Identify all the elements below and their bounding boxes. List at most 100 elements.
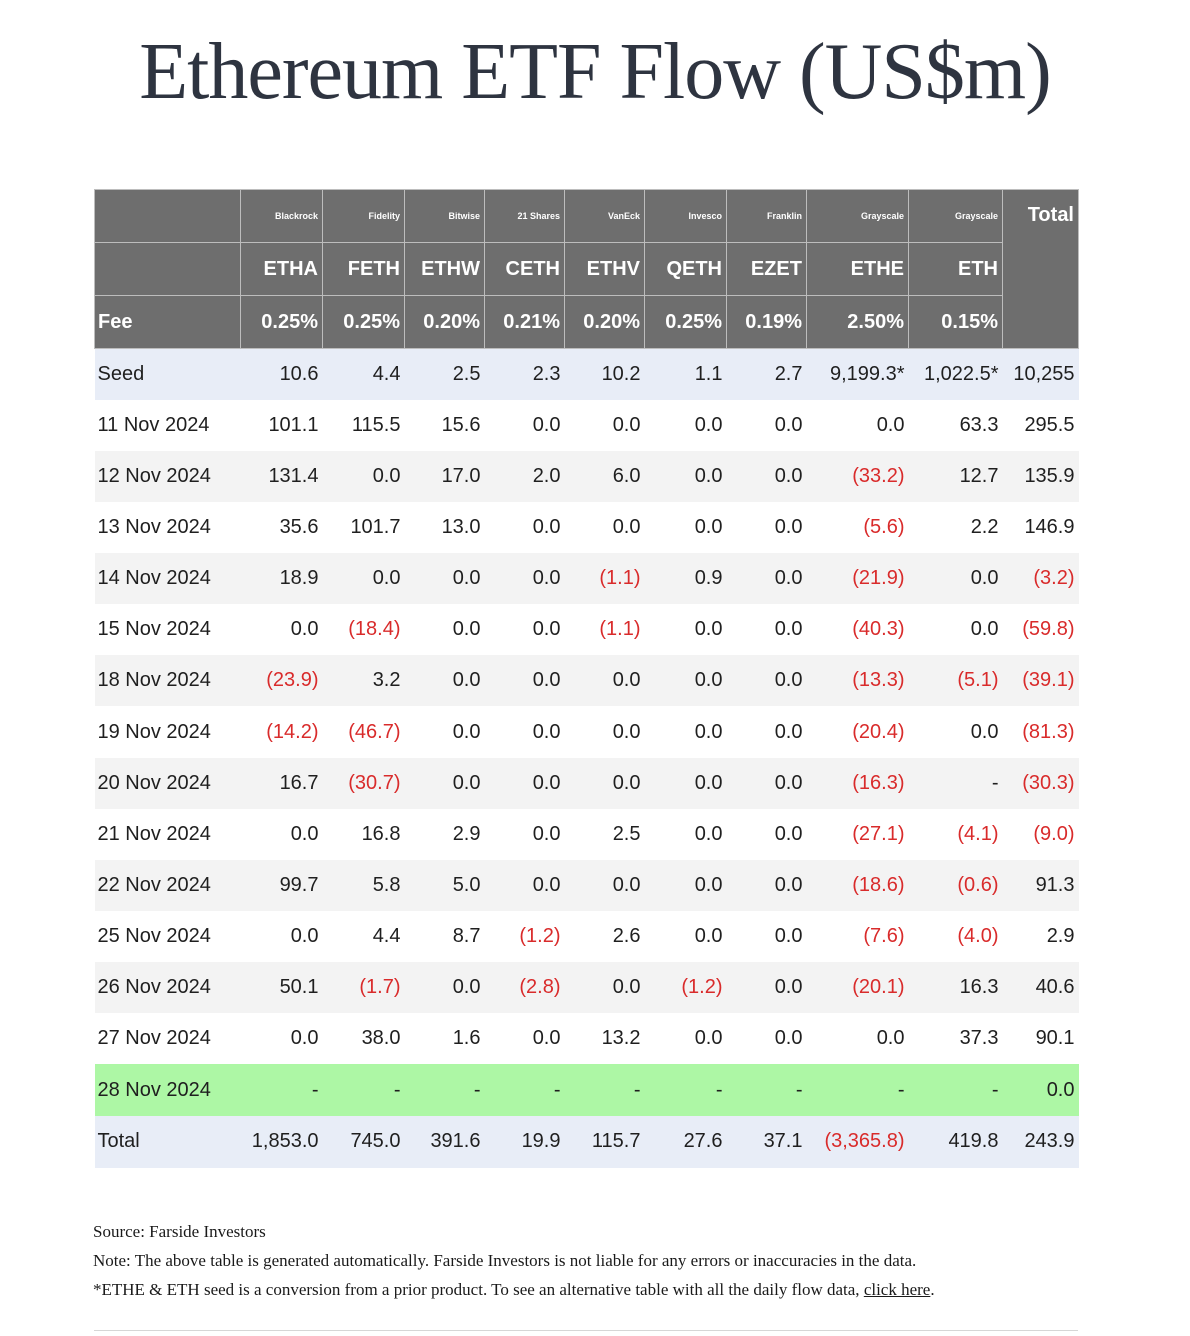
flow-cell: (0.6) [908,859,1003,912]
flow-cell: (4.0) [908,911,1003,963]
flow-cell: 0.0 [564,962,645,1014]
flow-cell: 17.0 [404,450,485,502]
flow-cell: 0.0 [726,757,807,809]
row-label: 28 Nov 2024 [94,1064,241,1116]
header-corner [94,189,241,243]
row-label: Total [94,1115,241,1168]
disclaimer-note: Note: The above table is generated autom… [93,1251,917,1270]
flow-cell: 0.0 [240,808,323,860]
flow-cell: - [564,1064,645,1116]
row-label: 13 Nov 2024 [94,501,241,554]
flow-cell: 391.6 [404,1115,485,1168]
flow-cell: 0.0 [726,1013,807,1065]
flow-cell: 0.0 [484,859,565,912]
row-label: 19 Nov 2024 [94,706,241,758]
flow-cell: 0.0 [564,501,645,554]
table-row: 25 Nov 2024 0.0 4.4 8.7 (1.2) 2.6 0.0 0.0 (7.6)(… [94,911,1079,963]
flow-cell: 0.0 [564,859,645,912]
issuer-header-0: Blackrock [240,189,323,243]
flow-cell: 4.4 [322,348,405,400]
issuer-header-7: Grayscale [806,189,909,243]
flow-cell: - [240,1064,323,1116]
flow-cell: (2.8) [484,962,565,1014]
issuer-header-8: Grayscale [908,189,1003,243]
row-label: 22 Nov 2024 [94,859,241,912]
flow-cell: 19.9 [484,1115,565,1168]
flow-cell: 0.0 [726,553,807,605]
flow-cell: 0.0 [484,655,565,707]
click-here-link[interactable]: click here [863,1280,931,1299]
table-header: Blackrock Fidelity Bitwise 21 Shares VanEck I… [94,189,1079,349]
flow-cell: 419.8 [908,1115,1003,1168]
fee-header-8: 0.15% [908,295,1003,349]
flow-cell: 0.0 [644,808,727,860]
flow-cell: 0.0 [726,604,807,656]
fee-header-5: 0.25% [644,295,727,349]
flow-cell: (14.2) [240,706,323,758]
flow-cell: - [644,1064,727,1116]
row-label: 27 Nov 2024 [94,1013,241,1065]
flow-cell: (27.1) [806,808,909,860]
flow-cell: 0.0 [404,604,485,656]
flow-cell: 99.7 [240,859,323,912]
seed-note-suffix: . [930,1280,935,1299]
flow-cell: (46.7) [322,706,405,758]
flow-cell: 0.0 [484,1013,565,1065]
flow-cell: 101.7 [322,501,405,554]
flow-cell: - [908,757,1003,809]
row-total-cell: 295.5 [1002,399,1079,451]
flow-cell: 0.0 [726,962,807,1014]
flow-cell: (23.9) [240,655,323,707]
flow-cell: 0.0 [240,1013,323,1065]
flow-cell: 27.6 [644,1115,727,1168]
row-total-cell: (9.0) [1002,808,1079,860]
fee-header-row: Fee 0.25% 0.25% 0.20% 0.21% 0.20% 0.25% 0.19% 2… [94,295,1079,349]
row-label: 20 Nov 2024 [94,757,241,809]
flow-cell: 3.2 [322,655,405,707]
row-total-cell: (3.2) [1002,553,1079,605]
table-row: 14 Nov 2024 18.9 0.0 0.0 0.0 (1.1) 0.9 0.0 (21.9… [94,553,1079,605]
table-row: 28 Nov 2024- - - - - - - - -0.0 [94,1064,1079,1116]
flow-cell: 745.0 [322,1115,405,1168]
issuer-header-3: 21 Shares [484,189,565,243]
flow-cell: 2.7 [726,348,807,400]
source-note: Source: Farside Investors [93,1222,266,1241]
row-label: 12 Nov 2024 [94,450,241,502]
flow-cell: 1,022.5* [908,348,1003,400]
fee-header-1: 0.25% [322,295,405,349]
flow-cell: (13.3) [806,655,909,707]
flow-cell: 0.0 [644,911,727,963]
fee-label: Fee [94,295,241,349]
flow-cell: 0.0 [644,859,727,912]
flow-cell: 0.0 [726,450,807,502]
flow-cell: 0.0 [484,808,565,860]
flow-cell: (1.1) [564,604,645,656]
flow-cell: 0.0 [644,706,727,758]
issuer-header-6: Franklin [726,189,807,243]
row-total-cell: 91.3 [1002,859,1079,912]
flow-cell: 0.0 [726,859,807,912]
flow-cell: 1,853.0 [240,1115,323,1168]
flow-cell: 0.0 [644,757,727,809]
row-label: 14 Nov 2024 [94,553,241,605]
flow-cell: 5.8 [322,859,405,912]
row-label: Seed [94,348,241,400]
flow-cell: 5.0 [404,859,485,912]
flow-cell: 0.0 [564,757,645,809]
flow-cell: 1.6 [404,1013,485,1065]
page-title: Ethereum ETF Flow (US$m) [139,28,1051,116]
row-label: 11 Nov 2024 [94,399,241,451]
table-row: 21 Nov 2024 0.0 16.8 2.9 0.0 2.5 0.0 0.0 (27.1)(… [94,808,1079,860]
flow-cell: 38.0 [322,1013,405,1065]
flow-cell: 0.0 [908,604,1003,656]
flow-cell: 0.0 [726,808,807,860]
ticker-header-0: ETHA [240,242,323,296]
ticker-header-5: QETH [644,242,727,296]
flow-cell: 0.0 [806,399,909,451]
flow-cell: - [908,1064,1003,1116]
flow-cell: (1.2) [484,911,565,963]
flow-cell: 0.0 [726,655,807,707]
seed-row: Seed 10.6 4.4 2.5 2.3 10.2 1.1 2.7 9,199.3* 1,022… [94,348,1079,400]
flow-cell: 10.2 [564,348,645,400]
fee-header-4: 0.20% [564,295,645,349]
